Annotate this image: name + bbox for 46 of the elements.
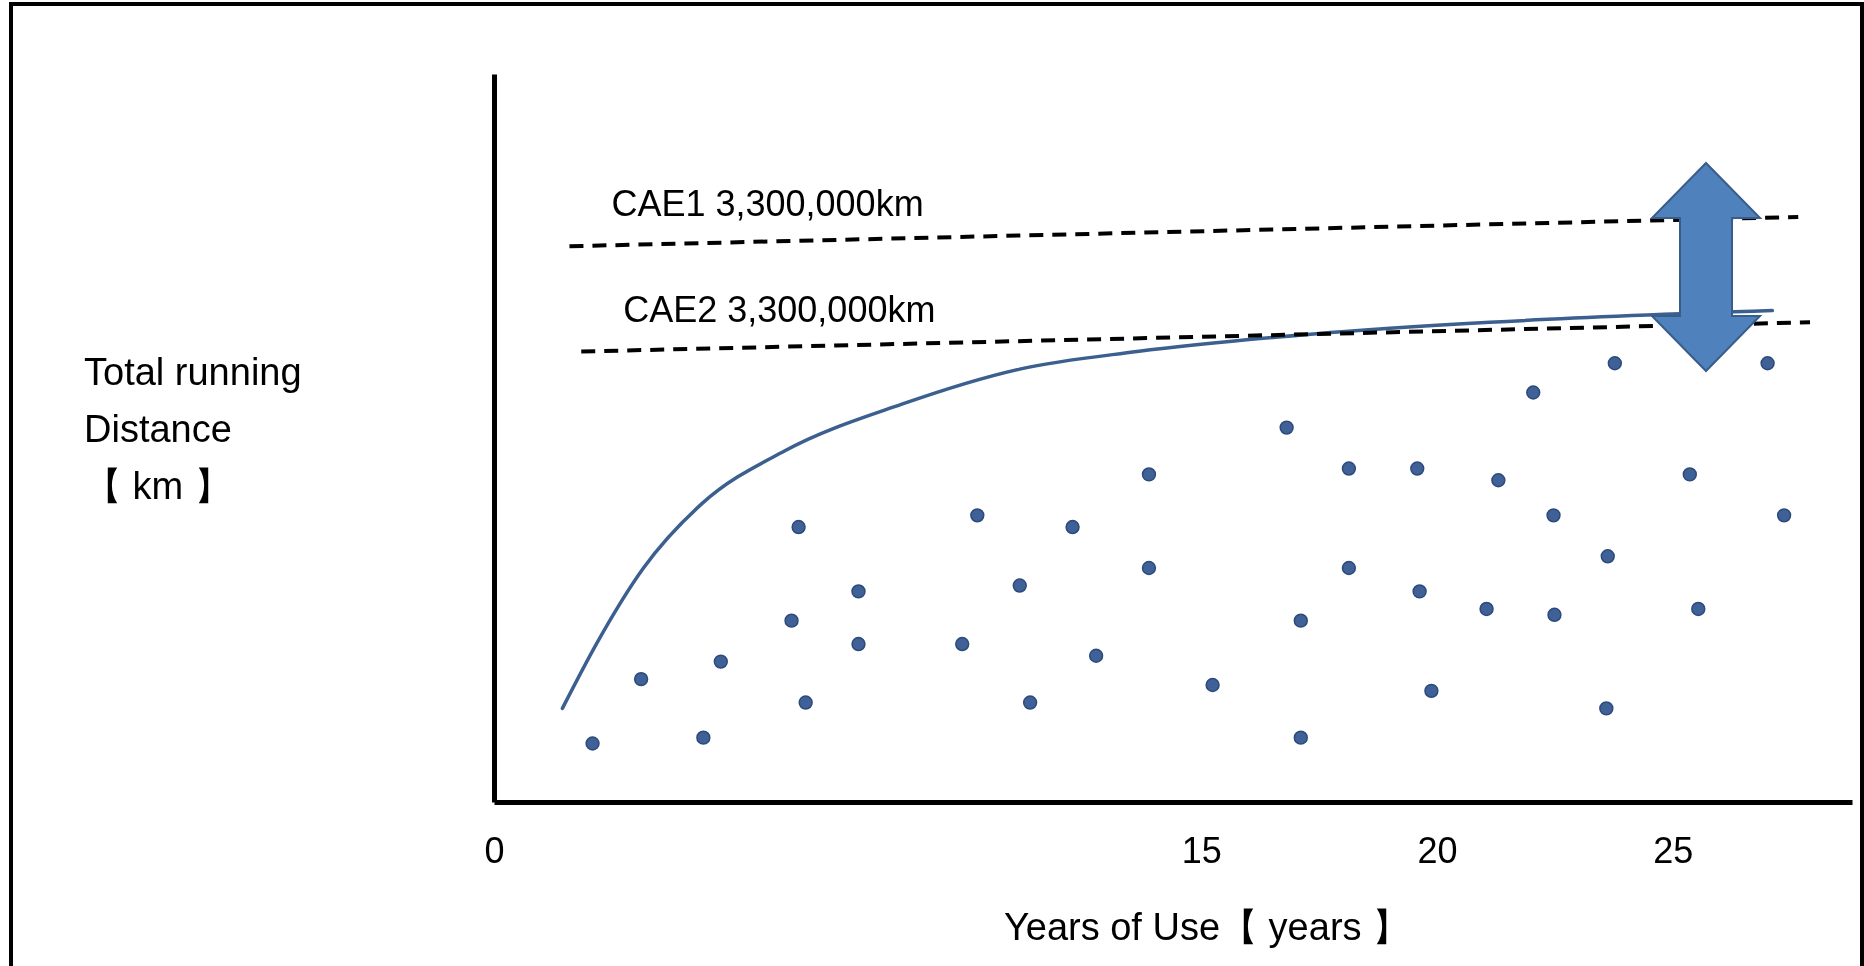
point [1424,683,1439,699]
point [1341,461,1357,476]
x-tick-label: 20 [1417,829,1458,871]
point [1205,677,1220,693]
point [1691,601,1706,617]
point [1412,584,1427,599]
point [1141,560,1157,576]
point [1065,519,1080,535]
point [1012,578,1027,593]
point [1682,467,1697,482]
series-label: CAE2 3,300,000km [623,288,936,330]
point [1088,648,1104,663]
point [1491,473,1506,488]
point [1607,356,1622,371]
point [1600,549,1615,564]
point [1599,701,1614,716]
point [633,671,649,687]
x-axis-title: Years of Use【 years 】 [1003,906,1411,948]
point [1293,613,1308,628]
series-label: CAE1 3,300,000km [611,183,924,225]
point [955,636,970,652]
point [696,730,711,745]
point [1141,467,1157,482]
point [791,519,806,535]
point [1341,560,1357,576]
point [970,508,985,523]
point [784,613,799,628]
point [1526,385,1541,400]
point [1410,461,1425,476]
point [798,695,813,710]
x-tick-label: 25 [1653,829,1694,871]
point [1547,607,1562,622]
point [1776,508,1792,523]
point [851,636,866,652]
point [585,736,600,751]
x-tick-label: 15 [1181,829,1222,871]
point [851,584,866,599]
point [1760,356,1775,371]
point [713,654,728,669]
point [1022,695,1038,710]
point [1479,601,1494,617]
point [1293,730,1308,745]
point [1546,508,1561,523]
y-axis-title: Total running Distance 【 km 】 [84,351,302,507]
x-tick-label: 0 [484,829,505,871]
point [1279,420,1294,435]
